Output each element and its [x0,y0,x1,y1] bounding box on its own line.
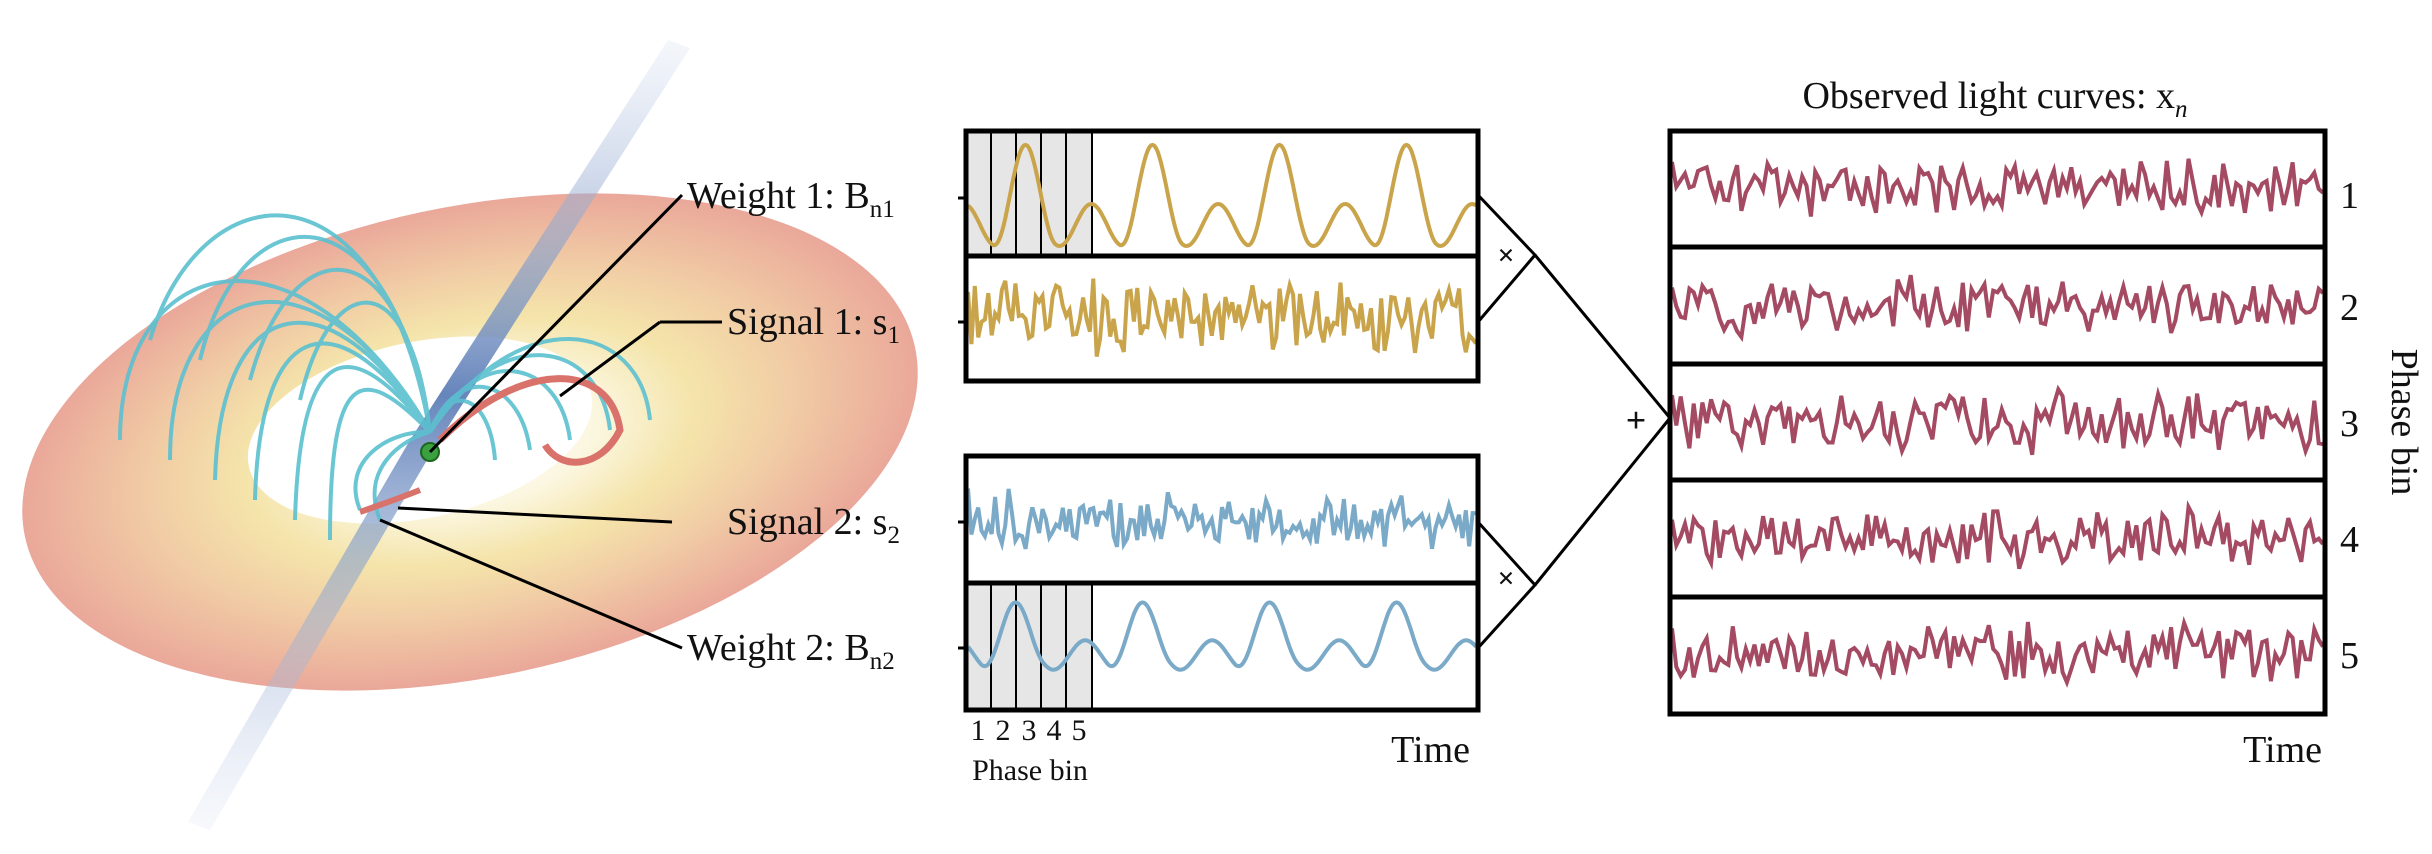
observed-curve-3 [1670,384,2324,458]
observed-row-label-2: 2 [2340,287,2359,329]
accretion-disk-illustration [22,40,918,830]
observed-title: Observed light curves: xn [1802,75,2187,123]
leader-lines [379,193,722,650]
bin-number-4: 4 [1047,714,1062,747]
weight1-curve [966,142,1478,249]
observed-light-curves [1670,157,2325,688]
weight1-label: Weight 1: Bn1 [687,175,895,223]
bin-number-1: 1 [971,714,986,747]
add-symbol: + [1626,400,1647,440]
signal1-curve [966,277,1478,357]
observed-phase-bin-label: Phase bin [2383,349,2425,496]
observed-curve-5 [1670,616,2325,688]
observed-frame [1667,128,2328,717]
panel-signal1 [966,277,1478,357]
multiply-symbol-bottom: × [1497,562,1514,595]
hotspot-arc [437,375,624,466]
bin-number-3: 3 [1022,714,1037,747]
weight2-curve [966,600,1478,672]
observed-row-label-5: 5 [2340,635,2359,677]
magnetic-field-lines [118,213,652,541]
observed-curve-2 [1670,274,2325,343]
hotspot-arc-lower [359,487,422,515]
time-label-left: Time [1391,729,1470,771]
panel-weight2 [966,583,1478,710]
signal1-label: Signal 1: s1 [727,301,900,349]
observed-curve-1 [1670,157,2325,218]
panel-weight1 [966,131,1478,256]
observed-curve-4 [1670,500,2325,571]
bin-number-5: 5 [1072,714,1087,747]
weight2-label: Weight 2: Bn2 [687,627,895,675]
signal2-curve [966,488,1476,552]
bin-number-2: 2 [996,714,1011,747]
observed-row-label-1: 1 [2340,175,2359,217]
phase-bin-shading-bottom [966,583,1093,710]
time-label-right: Time [2243,729,2322,771]
observed-row-label-4: 4 [2340,519,2359,561]
panel-signal2 [966,488,1476,552]
signal2-label: Signal 2: s2 [727,501,900,549]
multiply-symbol-top: × [1497,239,1514,272]
phase-bin-axis-label: Phase bin [972,754,1088,787]
observed-row-label-3: 3 [2340,403,2359,445]
combination-connectors [1476,193,1672,650]
jet [188,40,690,830]
